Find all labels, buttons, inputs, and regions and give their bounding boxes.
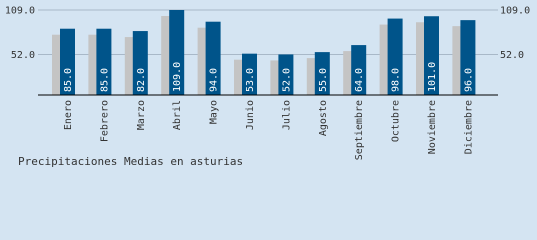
bar — [205, 21, 221, 95]
value-label: 94.0 — [209, 68, 220, 92]
bar — [460, 20, 476, 95]
x-tick-label: Noviembre — [427, 100, 438, 154]
value-label: 85.0 — [99, 68, 110, 92]
y-tick-label: 52.0 — [11, 50, 35, 61]
x-tick-label: Junio — [245, 100, 256, 130]
x-tick-label: Mayo — [209, 100, 220, 124]
x-tick-label: Febrero — [99, 100, 110, 142]
value-label: 109.0 — [172, 62, 183, 92]
chart-title: Precipitaciones Medias en asturias — [18, 155, 243, 168]
value-label: 82.0 — [136, 68, 147, 92]
x-tick-label: Marzo — [136, 100, 147, 130]
value-label: 101.0 — [427, 62, 438, 92]
value-label: 98.0 — [391, 68, 402, 92]
chart: Precipitaciones Medias en asturias 52.0 5… — [4, 5, 531, 168]
y-tick-label-right: 109.0 — [500, 6, 530, 17]
x-tick-label: Agosto — [318, 100, 329, 136]
x-tick-label: Julio — [281, 100, 292, 130]
bar — [242, 53, 257, 95]
x-tick-label: Octubre — [391, 100, 402, 142]
value-label: 85.0 — [63, 68, 74, 92]
value-label: 64.0 — [354, 68, 365, 92]
bar — [169, 10, 185, 95]
bar — [278, 54, 294, 95]
bar — [351, 45, 367, 95]
x-tick-label: Abril — [172, 100, 183, 130]
bar — [387, 18, 403, 96]
x-tick-label: Diciembre — [463, 100, 474, 154]
bar — [424, 16, 439, 95]
x-tick-label: Septiembre — [354, 100, 365, 160]
bar — [60, 28, 75, 95]
x-tick-label: Enero — [63, 100, 74, 130]
bar — [96, 28, 112, 95]
value-label: 53.0 — [245, 68, 256, 92]
y-tick-label: 109.0 — [5, 6, 35, 17]
bar — [132, 31, 148, 95]
value-label: 52.0 — [281, 68, 292, 92]
value-label: 55.0 — [318, 68, 329, 92]
y-tick-label-right: 52.0 — [500, 50, 524, 61]
bar — [314, 52, 330, 95]
value-label: 96.0 — [463, 68, 474, 92]
